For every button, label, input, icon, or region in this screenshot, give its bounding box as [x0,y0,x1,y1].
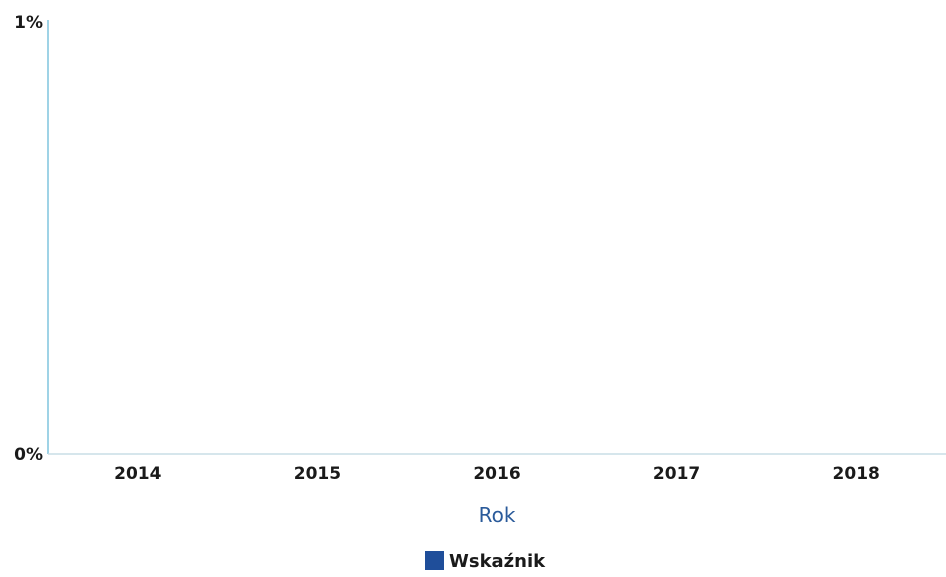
y-tick-label: 0% [14,445,43,465]
axes [47,20,946,455]
x-tick-label: 2017 [653,464,700,484]
x-tick-label: 2016 [473,464,520,484]
x-tick-label: 2014 [114,464,161,484]
tick-labels: 0% 1% 2014 2015 2016 2017 2018 [14,13,880,484]
legend-label: Wskaźnik [449,551,546,572]
x-axis-title: Rok [479,503,516,527]
legend-swatch [425,551,444,570]
x-tick-label: 2015 [294,464,341,484]
legend: Wskaźnik [425,551,546,572]
y-tick-label: 1% [14,13,43,33]
x-tick-label: 2018 [833,464,880,484]
